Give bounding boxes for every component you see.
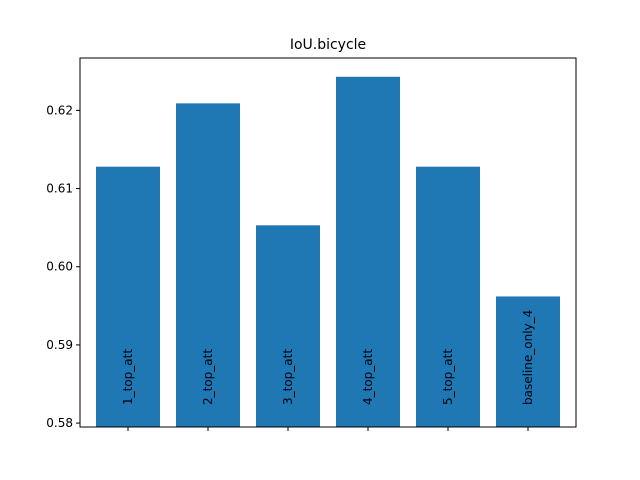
y-tick-label: 0.58 [46, 416, 73, 430]
bar-1_top_att [96, 166, 160, 428]
chart-title: IoU.bicycle [290, 37, 366, 53]
plot-frame [79, 57, 577, 428]
bar-3_top_att [256, 225, 320, 427]
bar-baseline_only_4 [496, 296, 560, 427]
y-tick-label: 0.60 [46, 260, 73, 274]
bar-4_top_att [336, 76, 400, 428]
bar-label-5_top_att: 5_top_att [441, 349, 455, 405]
bar-label-3_top_att: 3_top_att [281, 349, 295, 405]
bar-2_top_att [176, 103, 240, 427]
bar-label-2_top_att: 2_top_att [201, 349, 215, 405]
bar-label-baseline_only_4: baseline_only_4 [521, 310, 535, 405]
bar-label-1_top_att: 1_top_att [121, 349, 135, 405]
x-axis-ticks [127, 427, 529, 431]
y-axis-ticks: 0.58 0.59 0.60 0.61 0.62 [46, 103, 80, 430]
bars-group [96, 76, 560, 428]
y-tick-label: 0.62 [46, 103, 73, 117]
bar-label-4_top_att: 4_top_att [361, 349, 375, 405]
bar-labels-group: 1_top_att 2_top_att 3_top_att 4_top_att 5_to… [121, 310, 535, 405]
y-tick-label: 0.59 [46, 338, 73, 352]
y-tick-label: 0.61 [46, 182, 73, 196]
bar-5_top_att [416, 166, 480, 428]
